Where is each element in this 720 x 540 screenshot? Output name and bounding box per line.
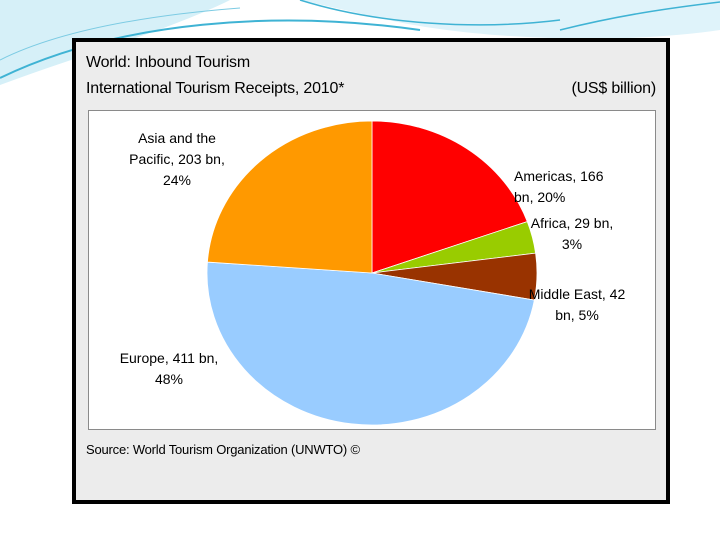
- decoration-band-right: [300, 0, 720, 39]
- chart-frame: World: Inbound Tourism International Tou…: [72, 38, 670, 504]
- decoration-wave-4: [0, 7, 241, 61]
- pie-slice-europe: [206, 261, 535, 426]
- decoration-wave-3: [559, 1, 720, 31]
- chart-subtitle: International Tourism Receipts, 2010*: [86, 80, 345, 97]
- decoration-wave-1: [0, 19, 421, 79]
- pie-chart: Americas, 166 bn, 20% Africa, 29 bn, 3% Midd…: [120, 120, 626, 426]
- source-note: Source: World Tourism Organization (UNWT…: [86, 442, 360, 457]
- chart-title: World: Inbound Tourism: [86, 54, 250, 71]
- slice-label-asia-and-the-pacific: Asia and the Pacific, 203 bn, 24%: [129, 130, 225, 188]
- slice-label-americas: Americas, 166 bn, 20%: [514, 168, 604, 205]
- pie-slice-asia-and-the-pacific: [206, 120, 373, 274]
- slice-label-europe: Europe, 411 bn, 48%: [120, 350, 219, 387]
- plot-area: Americas, 166 bn, 20% Africa, 29 bn, 3% Midd…: [88, 110, 656, 430]
- slice-label-middle-east: Middle East, 42 bn, 5%: [529, 286, 626, 323]
- decoration-wave-2: [299, 0, 561, 26]
- chart-unit: (US$ billion): [571, 80, 656, 97]
- pie-slice-americas: [371, 120, 528, 274]
- chart-panel: World: Inbound Tourism International Tou…: [76, 42, 666, 500]
- slice-label-africa: Africa, 29 bn, 3%: [531, 215, 614, 252]
